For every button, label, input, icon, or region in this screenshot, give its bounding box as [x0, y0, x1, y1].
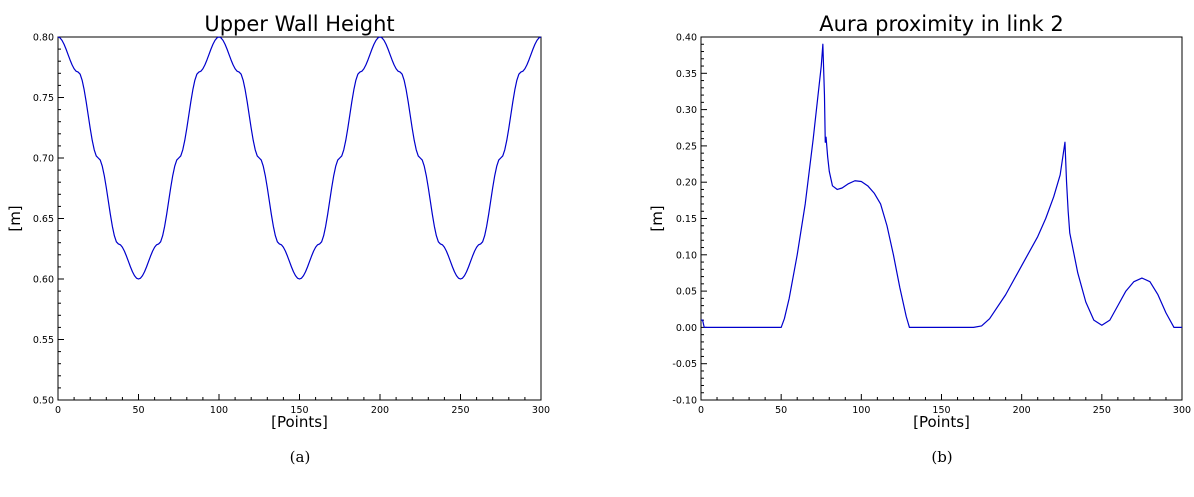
x-tick-label: 50 — [132, 405, 144, 416]
x-axis-label: [Points] — [913, 413, 970, 431]
chart-aura-proximity: 0 50 100 150 200 250 300 -0.10 -0.05 0.00 0.05 0.10… — [648, 12, 1191, 466]
series-line — [57, 36, 542, 280]
y-tick-label: 0.50 — [33, 396, 54, 407]
y-axis-label: [m] — [6, 205, 24, 231]
y-tick-label: 0.70 — [33, 154, 54, 165]
y-tick-label: 0.15 — [676, 214, 697, 225]
x-tick-label: 300 — [532, 405, 550, 416]
y-tick-label: 0.20 — [676, 178, 697, 189]
x-tick-label: 300 — [1173, 405, 1191, 416]
x-tick-label: 100 — [852, 405, 870, 416]
y-tick-label: 0.40 — [676, 33, 697, 44]
y-tick-label: 0.35 — [676, 69, 697, 80]
x-tick-label: 150 — [932, 405, 950, 416]
y-tick-label: 0.75 — [33, 93, 54, 104]
x-tick-label: 250 — [451, 405, 469, 416]
y-tick-label: -0.10 — [672, 396, 697, 407]
y-tick-label: 0.00 — [676, 323, 697, 334]
y-tick-label: 0.55 — [33, 335, 54, 346]
y-tick-label: 0.80 — [33, 33, 54, 44]
y-tick-label: 0.30 — [676, 105, 697, 116]
x-tick-label: 200 — [371, 405, 389, 416]
chart-upper-wall-height: 0 50 100 150 200 250 300 0.50 0.55 0.60 0.65 0.70 0.… — [6, 12, 550, 466]
y-tick-label: 0.05 — [676, 287, 697, 298]
plot-frame — [57, 36, 542, 401]
y-tick-label: 0.25 — [676, 141, 697, 152]
chart-title: Upper Wall Height — [204, 12, 394, 36]
y-tick-label: 0.60 — [33, 275, 54, 286]
series-line — [701, 43, 1182, 328]
x-tick-label: 200 — [1013, 405, 1031, 416]
plot-frame — [700, 36, 1183, 401]
x-tick-label: 0 — [55, 405, 61, 416]
x-tick-label: 150 — [290, 405, 308, 416]
x-tick-label: 0 — [698, 405, 704, 416]
x-axis-label: [Points] — [271, 413, 328, 431]
chart-title: Aura proximity in link 2 — [819, 12, 1063, 36]
subfigure-caption: (a) — [290, 448, 311, 466]
x-tick-label: 250 — [1093, 405, 1111, 416]
x-tick-label: 100 — [210, 405, 228, 416]
y-tick-label: 0.65 — [33, 214, 54, 225]
subfigure-caption: (b) — [931, 448, 952, 466]
y-tick-label: -0.05 — [672, 359, 697, 370]
y-axis-label: [m] — [648, 205, 666, 231]
y-tick-label: 0.10 — [676, 250, 697, 261]
x-tick-label: 50 — [775, 405, 787, 416]
